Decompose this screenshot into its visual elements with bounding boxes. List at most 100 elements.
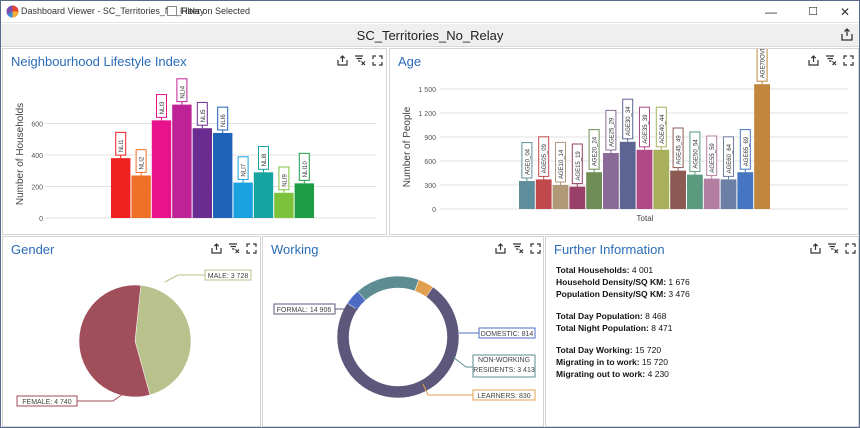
age-y-tick-label: 0	[432, 207, 436, 214]
maximize-icon[interactable]	[246, 243, 257, 254]
info-households-label: Total Households:	[556, 265, 630, 275]
filter-clear-icon[interactable]	[354, 55, 366, 66]
dashboard-title: SC_Territories_No_Relay	[356, 28, 504, 43]
gender-slice-male[interactable]	[134, 285, 192, 396]
age-label-box	[655, 106, 667, 148]
maximize-icon[interactable]	[845, 243, 856, 254]
nli-bar[interactable]	[172, 104, 192, 218]
export-icon[interactable]	[841, 28, 853, 41]
working-chart: FORMAL: 14 906 DOMESTIC: 814 NON-WORKING…	[273, 275, 536, 401]
age-bar[interactable]	[535, 179, 552, 209]
female-label-box	[16, 395, 78, 407]
working-slice-formal[interactable]	[336, 286, 460, 399]
nli-y-tick-label: 600	[31, 122, 43, 129]
title-bar: Dashboard Viewer - SC_Territories_No_Rel…	[1, 1, 859, 23]
age-label-box	[605, 109, 617, 151]
maximize-icon[interactable]	[843, 55, 854, 66]
working-slice-learners[interactable]	[414, 279, 434, 298]
nli-data-label: NLI7	[242, 163, 248, 176]
learners-leader-line	[422, 383, 473, 396]
nli-label-box	[237, 156, 249, 181]
age-y-tick-label: 300	[424, 183, 436, 190]
nli-bar[interactable]	[151, 120, 172, 218]
age-data-label: AGE70OVER	[761, 49, 767, 78]
age-data-label: AGE25_29	[609, 117, 615, 147]
working-slice-non-working-residents[interactable]	[357, 275, 420, 301]
age-bar[interactable]	[619, 141, 636, 209]
age-data-label: AGE15_19	[576, 151, 582, 181]
filter-clear-icon[interactable]	[825, 55, 837, 66]
non-working-label: NON-WORKING RESIDENTS: 3 413	[473, 357, 535, 374]
age-label-box	[672, 127, 684, 169]
age-data-label: AGE05_09	[542, 143, 548, 173]
age-bar[interactable]	[552, 185, 569, 209]
export-icon[interactable]	[495, 243, 506, 254]
age-bar[interactable]	[603, 153, 619, 209]
age-label-box	[555, 141, 566, 183]
info-day-working-value: 15 720	[635, 345, 662, 355]
age-bar[interactable]	[754, 84, 770, 209]
info-hh-density-value: 1 676	[668, 277, 690, 287]
maximize-icon[interactable]	[530, 243, 541, 254]
age-data-label: AGE10_14	[559, 149, 565, 179]
nli-data-label: NLI6	[221, 114, 227, 127]
age-data-label: AGE20_24	[593, 136, 599, 166]
nli-y-axis-title: Number of Households	[15, 103, 26, 205]
info-migrating-in-label: Migrating in to work:	[556, 357, 640, 367]
gender-panel-title: Gender	[11, 242, 55, 257]
age-y-tick-label: 1 500	[418, 87, 436, 94]
close-button[interactable]: ✕	[839, 5, 851, 19]
filter-clear-icon[interactable]	[827, 243, 839, 254]
nli-bar[interactable]	[213, 132, 233, 218]
nli-bar[interactable]	[294, 183, 314, 218]
age-label-box	[588, 129, 600, 170]
age-bar[interactable]	[687, 174, 703, 209]
nli-bar[interactable]	[192, 128, 212, 218]
age-bar[interactable]	[737, 172, 754, 209]
maximize-button[interactable]: ☐	[808, 6, 818, 18]
nli-data-label: NLI10	[303, 161, 309, 178]
nli-bar[interactable]	[274, 192, 294, 218]
age-label-box	[756, 49, 768, 82]
info-night-pop-label: Total Night Population:	[556, 323, 649, 333]
info-households: Total Households: 4 001	[556, 265, 653, 275]
filter-clear-icon[interactable]	[512, 243, 524, 254]
info-migrating-out-label: Migrating out to work:	[556, 369, 646, 379]
age-bar[interactable]	[720, 179, 737, 209]
info-panel-title: Further Information	[554, 242, 665, 257]
nli-data-label: NLI3	[160, 101, 166, 114]
info-day-pop-label: Total Day Population:	[556, 311, 643, 321]
nli-bar[interactable]	[253, 172, 274, 218]
age-label-box	[538, 136, 550, 177]
nli-bar[interactable]	[131, 175, 151, 218]
age-panel-title: Age	[398, 54, 422, 69]
export-icon[interactable]	[808, 55, 819, 66]
minimize-button[interactable]: —	[765, 5, 777, 19]
age-data-label: AGE0_04	[525, 148, 531, 175]
nli-bar[interactable]	[111, 158, 131, 218]
nli-label-box	[217, 106, 229, 131]
nli-data-label: NLI9	[282, 173, 288, 186]
nli-label-box	[135, 149, 147, 173]
filter-on-selected-checkbox[interactable]	[167, 6, 177, 16]
export-icon[interactable]	[337, 55, 348, 66]
age-bar[interactable]	[569, 186, 586, 209]
age-bar[interactable]	[586, 172, 602, 209]
age-bar[interactable]	[653, 149, 670, 209]
export-icon[interactable]	[211, 243, 222, 254]
maximize-icon[interactable]	[372, 55, 383, 66]
gender-panel: Gender MALE: 3 728 FEMALE: 4 740	[2, 236, 261, 427]
age-bar[interactable]	[670, 170, 686, 209]
filter-clear-icon[interactable]	[228, 243, 240, 254]
gender-slice-female[interactable]	[78, 284, 151, 398]
nli-bar[interactable]	[233, 182, 253, 218]
age-bar[interactable]	[636, 149, 653, 209]
export-icon[interactable]	[810, 243, 821, 254]
working-panel: Working FORMAL: 14 906 DOMESTIC: 814 NON…	[262, 236, 544, 427]
formal-label-box	[273, 303, 336, 315]
filter-on-selected-label[interactable]: Filter on Selected	[180, 6, 251, 16]
age-bar[interactable]	[703, 178, 720, 209]
age-bar[interactable]	[519, 181, 535, 209]
age-y-tick-label: 900	[424, 135, 436, 142]
